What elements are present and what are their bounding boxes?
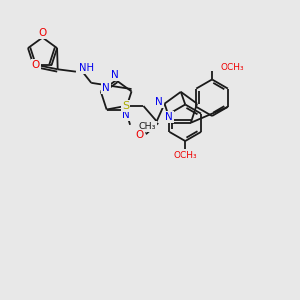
Text: N: N <box>111 70 119 80</box>
Text: S: S <box>122 101 129 111</box>
Text: NH: NH <box>79 63 94 73</box>
Text: N: N <box>165 112 173 122</box>
Text: N: N <box>155 97 163 107</box>
Text: O: O <box>38 28 46 38</box>
Text: CH₃: CH₃ <box>138 122 156 131</box>
Text: O: O <box>136 130 144 140</box>
Text: OCH₃: OCH₃ <box>173 151 197 160</box>
Text: O: O <box>32 60 40 70</box>
Text: OCH₃: OCH₃ <box>220 63 244 72</box>
Text: N: N <box>122 110 130 120</box>
Text: N: N <box>102 83 110 93</box>
